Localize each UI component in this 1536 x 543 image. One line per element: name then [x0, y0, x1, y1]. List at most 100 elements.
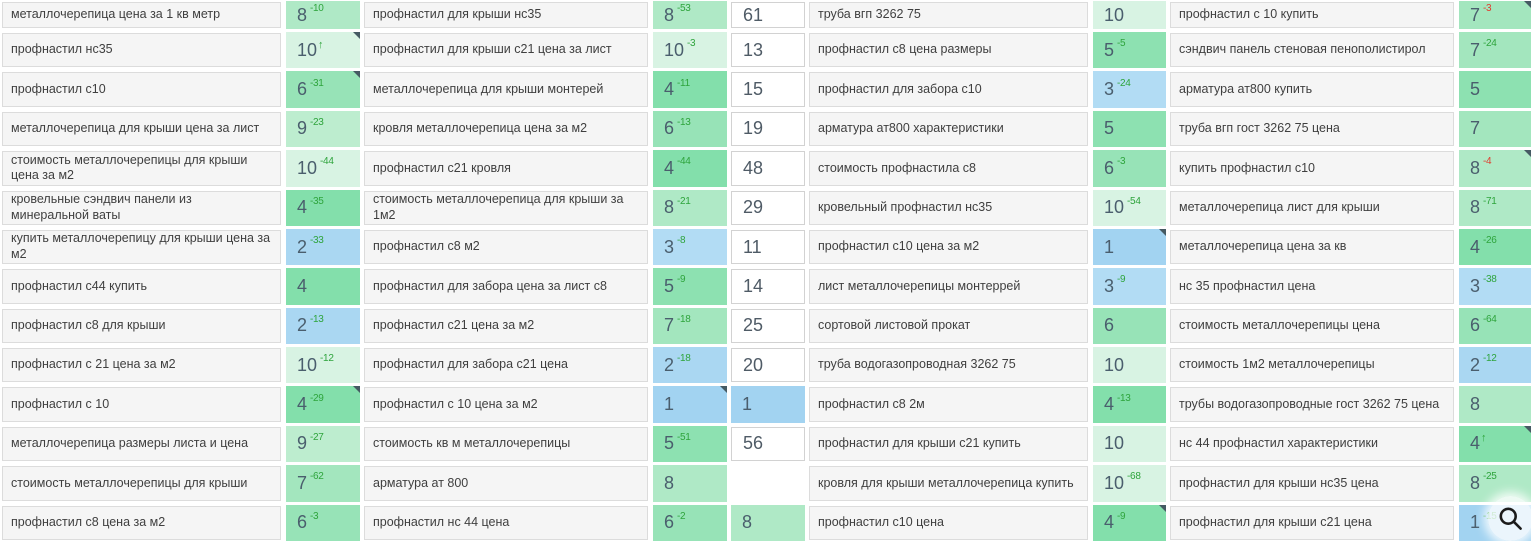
position-cell[interactable]: 3 -8: [653, 228, 727, 266]
keyword-cell[interactable]: профнастил с21 кровля: [364, 151, 648, 186]
keyword-cell[interactable]: профнастил для крыши нс35 цена: [1170, 466, 1454, 501]
keyword-cell[interactable]: металлочерепица цена за кв: [1170, 229, 1454, 265]
position-cell-secondary[interactable]: 13: [731, 33, 805, 68]
position-cell[interactable]: 7 -18: [653, 307, 727, 344]
position-cell-secondary[interactable]: 8: [731, 504, 805, 541]
position-cell[interactable]: 5 -51: [653, 425, 727, 463]
position-cell-secondary[interactable]: 19: [731, 111, 805, 147]
keyword-cell[interactable]: профнастил для забора с21 цена: [364, 348, 648, 383]
keyword-cell[interactable]: стоимость 1м2 металлочерепицы: [1170, 348, 1454, 383]
position-cell[interactable]: 6 -3: [1093, 150, 1166, 187]
keyword-cell[interactable]: стоимость металлочерепица для крыши за 1…: [364, 190, 648, 225]
keyword-cell[interactable]: нс 35 профнастил цена: [1170, 269, 1454, 304]
position-cell[interactable]: 1: [1093, 228, 1166, 266]
position-cell[interactable]: 3 -24: [1093, 71, 1166, 108]
keyword-cell[interactable]: профнастил с 10 купить: [1170, 2, 1454, 28]
position-cell[interactable]: 10 -68: [1093, 465, 1166, 502]
keyword-cell[interactable]: стоимость металлочерепицы цена: [1170, 308, 1454, 343]
position-cell[interactable]: 5: [1093, 110, 1166, 148]
keyword-cell[interactable]: кровля металлочерепица цена за м2: [364, 111, 648, 147]
position-cell[interactable]: 6 -13: [653, 110, 727, 148]
position-cell-secondary[interactable]: 61: [731, 2, 805, 28]
position-cell[interactable]: 10: [1093, 425, 1166, 463]
keyword-cell[interactable]: труба вгп 3262 75: [809, 2, 1088, 28]
keyword-cell[interactable]: нс 44 профнастил характеристики: [1170, 426, 1454, 462]
zoom-button[interactable]: [1488, 496, 1533, 541]
position-cell[interactable]: 10: [1093, 1, 1166, 29]
keyword-cell[interactable]: стоимость профнастила с8: [809, 151, 1088, 186]
position-cell[interactable]: 10 -12: [286, 347, 360, 384]
position-cell[interactable]: 8 -21: [653, 189, 727, 226]
keyword-cell[interactable]: профнастил с10 цена: [809, 505, 1088, 540]
keyword-cell[interactable]: профнастил с10: [2, 72, 281, 107]
position-cell[interactable]: 8 -10: [286, 1, 360, 29]
keyword-cell[interactable]: кровельный профнастил нс35: [809, 190, 1088, 225]
keyword-cell[interactable]: профнастил для крыши с21 цена: [1170, 505, 1454, 540]
position-cell[interactable]: 5 -5: [1093, 32, 1166, 69]
position-cell[interactable]: 6: [1093, 307, 1166, 344]
position-cell[interactable]: 6 -64: [1459, 307, 1531, 344]
position-cell[interactable]: 6 -2: [653, 504, 727, 541]
keyword-cell[interactable]: труба вгп гост 3262 75 цена: [1170, 111, 1454, 147]
position-cell[interactable]: 10 ↑: [286, 32, 360, 69]
position-cell[interactable]: 10 -54: [1093, 189, 1166, 226]
position-cell[interactable]: 2 -18: [653, 347, 727, 384]
keyword-cell[interactable]: профнастил нс 44 цена: [364, 505, 648, 540]
keyword-cell[interactable]: профнастил для крыши с21 купить: [809, 426, 1088, 462]
keyword-cell[interactable]: профнастил с 10 цена за м2: [364, 387, 648, 422]
keyword-cell[interactable]: купить профнастил с10: [1170, 151, 1454, 186]
keyword-cell[interactable]: труба водогазопроводная 3262 75: [809, 348, 1088, 383]
keyword-cell[interactable]: металлочерепица для крыши монтерей: [364, 72, 648, 107]
keyword-cell[interactable]: лист металлочерепицы монтеррей: [809, 269, 1088, 304]
keyword-cell[interactable]: кровля для крыши металлочерепица купить: [809, 466, 1088, 501]
position-cell-secondary[interactable]: 1: [731, 386, 805, 423]
position-cell[interactable]: 7: [1459, 110, 1531, 148]
keyword-cell[interactable]: профнастил с10 цена за м2: [809, 229, 1088, 265]
keyword-cell[interactable]: купить металлочерепицу для крыши цена за…: [2, 229, 281, 265]
keyword-cell[interactable]: стоимость металлочерепицы для крыши цена…: [2, 151, 281, 186]
position-cell[interactable]: 2 -12: [1459, 347, 1531, 384]
position-cell-secondary[interactable]: 15: [731, 72, 805, 107]
position-cell-secondary[interactable]: 48: [731, 151, 805, 186]
keyword-cell[interactable]: металлочерепица размеры листа и цена: [2, 426, 281, 462]
position-cell[interactable]: 1: [653, 386, 727, 423]
position-cell-secondary[interactable]: 14: [731, 269, 805, 304]
position-cell[interactable]: 9 -27: [286, 425, 360, 463]
position-cell[interactable]: 8 -71: [1459, 189, 1531, 226]
keyword-cell[interactable]: сэндвич панель стеновая пенополистирол: [1170, 33, 1454, 68]
keyword-cell[interactable]: профнастил с21 цена за м2: [364, 308, 648, 343]
keyword-cell[interactable]: профнастил с8 2м: [809, 387, 1088, 422]
position-cell[interactable]: 10 -3: [653, 32, 727, 69]
keyword-cell[interactable]: профнастил нс35: [2, 33, 281, 68]
keyword-cell[interactable]: профнастил для забора с10: [809, 72, 1088, 107]
position-cell-secondary[interactable]: 56: [731, 426, 805, 462]
keyword-cell[interactable]: профнастил для крыши с21 цена за лист: [364, 33, 648, 68]
position-cell[interactable]: 10: [1093, 347, 1166, 384]
keyword-cell[interactable]: профнастил с8 цена размеры: [809, 33, 1088, 68]
keyword-cell[interactable]: трубы водогазопроводные гост 3262 75 цен…: [1170, 387, 1454, 422]
keyword-cell[interactable]: металлочерепица лист для крыши: [1170, 190, 1454, 225]
position-cell[interactable]: 5 -9: [653, 268, 727, 305]
position-cell[interactable]: 3 -9: [1093, 268, 1166, 305]
position-cell[interactable]: 4 -13: [1093, 386, 1166, 423]
keyword-cell[interactable]: арматура ат800 характеристики: [809, 111, 1088, 147]
keyword-cell[interactable]: сортовой листовой прокат: [809, 308, 1088, 343]
keyword-cell[interactable]: металлочерепица цена за 1 кв метр: [2, 2, 281, 28]
position-cell[interactable]: 7 -3: [1459, 1, 1531, 29]
keyword-cell[interactable]: профнастил с8 цена за м2: [2, 505, 281, 540]
keyword-cell[interactable]: профнастил с 21 цена за м2: [2, 348, 281, 383]
position-cell[interactable]: 8 -4: [1459, 150, 1531, 187]
keyword-cell[interactable]: профнастил с8 м2: [364, 229, 648, 265]
position-cell[interactable]: 10 -44: [286, 150, 360, 187]
position-cell[interactable]: 4 -35: [286, 189, 360, 226]
keyword-cell[interactable]: профнастил с 10: [2, 387, 281, 422]
position-cell[interactable]: 6 -3: [286, 504, 360, 541]
keyword-cell[interactable]: кровельные сэндвич панели из минеральной…: [2, 190, 281, 225]
position-cell[interactable]: 9 -23: [286, 110, 360, 148]
keyword-cell[interactable]: металлочерепица для крыши цена за лист: [2, 111, 281, 147]
position-cell[interactable]: 4 -44: [653, 150, 727, 187]
position-cell[interactable]: 7 -62: [286, 465, 360, 502]
position-cell[interactable]: 8 -25: [1459, 465, 1531, 502]
keyword-cell[interactable]: профнастил с44 купить: [2, 269, 281, 304]
position-cell[interactable]: 4 ↑: [1459, 425, 1531, 463]
